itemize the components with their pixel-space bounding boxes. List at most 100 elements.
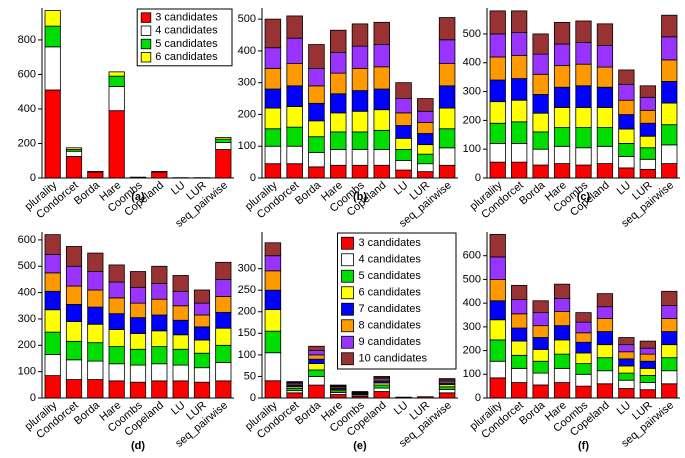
bar-segment — [639, 340, 656, 349]
bar-segment — [172, 334, 189, 350]
bar-segment — [661, 370, 678, 385]
bar-segment — [532, 53, 549, 75]
bar-segment — [65, 304, 83, 322]
bar-segment — [329, 384, 347, 387]
bar-segment — [575, 341, 592, 354]
y-tick-label: 0 — [30, 172, 36, 184]
bar-segment — [215, 138, 232, 144]
bar-segment — [661, 331, 678, 346]
bar-segment — [44, 354, 61, 377]
bar-segment — [215, 344, 232, 363]
bar-segment — [511, 55, 528, 79]
y-tick-label: 500 — [18, 260, 36, 272]
bar-segment — [532, 164, 549, 179]
bar-segment — [532, 300, 549, 314]
bar-segment — [511, 367, 528, 383]
bar-segment — [308, 345, 325, 351]
bar-segment — [596, 145, 614, 164]
bar-segment — [553, 127, 571, 147]
y-tick-label: 400 — [18, 103, 36, 115]
panel: pluralityCondorcetBordaHareCoombsCopelan… — [463, 8, 680, 230]
bar-segment — [308, 363, 325, 371]
bar-segment — [351, 67, 369, 92]
bar-segment — [129, 348, 147, 366]
y-tick-label: 400 — [463, 297, 481, 309]
bar-segment — [417, 133, 434, 146]
bar-segment — [661, 59, 678, 82]
bar-segment — [215, 149, 232, 179]
bar-segment — [351, 90, 369, 112]
legend-swatch — [341, 236, 354, 250]
bar-segment — [618, 167, 635, 179]
bar-segment — [575, 312, 592, 323]
bar-segment — [108, 264, 125, 283]
bar-segment — [511, 78, 528, 101]
y-tick-label: 600 — [463, 250, 481, 262]
bar-segment — [308, 358, 325, 364]
bar-segment — [575, 63, 592, 87]
bar-segment — [532, 131, 549, 150]
bar-segment — [87, 289, 104, 308]
bar-segment — [308, 102, 325, 122]
bar-segment — [264, 309, 282, 332]
bar-segment — [172, 364, 189, 382]
bar-segment — [532, 33, 549, 55]
legend-swatch — [341, 286, 354, 300]
bar-segment — [65, 147, 83, 150]
panel: pluralityCondorcetBordaHareCoombsCopelan… — [238, 232, 458, 452]
bar-segment — [108, 329, 125, 348]
bar-segment — [553, 339, 571, 355]
bar-segment — [596, 293, 614, 308]
bar-segment — [129, 271, 147, 288]
y-tick-label: 100 — [18, 366, 36, 378]
bar-segment — [151, 171, 168, 179]
bar-segment — [108, 297, 125, 315]
bar-segment — [193, 381, 211, 399]
legend-label: 10 candidates — [359, 353, 428, 365]
legend-swatch — [341, 253, 354, 267]
bar-segment — [65, 321, 83, 342]
bar-segment — [511, 143, 528, 163]
bar-segment — [575, 42, 592, 65]
bar-segment — [489, 79, 506, 103]
y-tick-label: 400 — [238, 45, 256, 57]
bar-segment — [575, 321, 592, 334]
bar-segment — [395, 160, 412, 171]
bar-segment — [264, 380, 282, 399]
bar-segment — [108, 346, 125, 365]
bar-segment — [87, 323, 104, 344]
bar-segment — [553, 22, 571, 45]
bar-segment — [511, 10, 528, 33]
bar-segment — [215, 279, 232, 297]
bar-segment — [151, 171, 168, 173]
bar-segment — [215, 142, 232, 150]
bar-segment — [532, 384, 549, 399]
bar-segment — [575, 385, 592, 399]
bar-segment — [44, 290, 61, 311]
bar-segment — [618, 69, 635, 85]
bar-segment — [264, 128, 282, 147]
bar-segment — [215, 137, 232, 140]
bar-segment — [373, 164, 391, 179]
legend-label: 6 candidates — [155, 51, 218, 63]
bar-segment — [661, 102, 678, 126]
panel-label: (f) — [578, 440, 589, 452]
bar-segment — [553, 145, 571, 164]
bar-segment — [489, 122, 506, 144]
bar-segment — [151, 380, 168, 399]
bar-segment — [395, 112, 412, 126]
bar-segment — [215, 327, 232, 346]
bar-segment — [87, 252, 104, 272]
bar-segment — [417, 163, 434, 173]
bar-segment — [172, 290, 189, 307]
bar-segment — [639, 360, 656, 369]
bar-segment — [661, 36, 678, 61]
bar-segment — [373, 387, 391, 392]
y-tick-label: 100 — [238, 349, 256, 361]
bar-segment — [639, 147, 656, 160]
bar-segment — [417, 110, 434, 123]
bar-segment — [511, 327, 528, 342]
panel: pluralityCondorcetBordaHareCoombsCopelan… — [463, 232, 680, 452]
bar-segment — [596, 23, 614, 46]
bar-segment — [438, 128, 456, 149]
